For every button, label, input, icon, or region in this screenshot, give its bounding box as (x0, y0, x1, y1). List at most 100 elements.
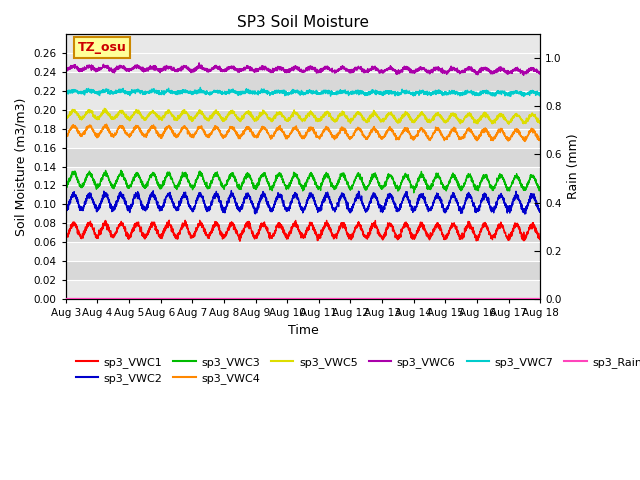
sp3_VWC3 (62, 185, 70, 191)
sp3_VWC7 (196, 84, 204, 90)
sp3_VWC4 (144, 128, 152, 133)
sp3_VWC7 (144, 90, 152, 96)
sp3_VWC2 (228, 188, 236, 193)
Bar (66, 242, 540, 261)
sp3_VWC6 (62, 67, 70, 73)
sp3_VWC2 (264, 204, 272, 210)
sp3_VWC4 (527, 127, 535, 132)
Line: sp3_VWC3: sp3_VWC3 (66, 170, 540, 193)
Line: sp3_VWC6: sp3_VWC6 (66, 63, 540, 75)
Bar (66, 91, 540, 110)
sp3_VWC7 (476, 93, 484, 98)
sp3_VWC3 (476, 180, 484, 185)
Line: sp3_VWC5: sp3_VWC5 (66, 108, 540, 124)
sp3_VWC3 (527, 174, 535, 180)
sp3_VWC5 (264, 115, 272, 120)
sp3_VWC5 (527, 113, 535, 119)
sp3_VWC4 (536, 138, 544, 144)
Bar (66, 185, 540, 204)
Line: sp3_VWC4: sp3_VWC4 (66, 124, 540, 142)
sp3_VWC1 (536, 235, 544, 241)
Bar (66, 110, 540, 129)
sp3_VWC4 (521, 139, 529, 144)
sp3_VWC3 (144, 179, 152, 185)
sp3_VWC7 (536, 93, 544, 99)
Bar (66, 280, 540, 299)
sp3_VWC3 (116, 171, 124, 177)
sp3_Rain (244, 296, 252, 301)
sp3_VWC2 (476, 202, 484, 208)
sp3_VWC5 (476, 116, 484, 121)
Y-axis label: Soil Moisture (m3/m3): Soil Moisture (m3/m3) (15, 97, 28, 236)
sp3_VWC5 (100, 106, 108, 111)
sp3_VWC3 (244, 170, 252, 176)
sp3_VWC2 (244, 190, 252, 196)
sp3_VWC2 (527, 193, 535, 199)
sp3_VWC5 (536, 120, 544, 125)
sp3_VWC5 (505, 121, 513, 127)
sp3_VWC1 (62, 233, 70, 239)
sp3_VWC7 (62, 89, 70, 95)
sp3_VWC3 (536, 185, 544, 191)
sp3_VWC1 (165, 217, 173, 223)
sp3_VWC6 (144, 66, 152, 72)
sp3_Rain (476, 296, 484, 301)
Line: sp3_VWC1: sp3_VWC1 (66, 220, 540, 241)
sp3_VWC3 (117, 168, 125, 173)
sp3_VWC7 (116, 87, 124, 93)
sp3_VWC5 (116, 108, 124, 114)
sp3_VWC1 (527, 222, 535, 228)
Line: sp3_VWC7: sp3_VWC7 (66, 87, 540, 96)
sp3_VWC1 (244, 222, 252, 228)
sp3_VWC1 (144, 232, 152, 238)
sp3_VWC6 (536, 69, 544, 75)
sp3_VWC5 (244, 109, 252, 115)
sp3_VWC1 (265, 229, 273, 235)
sp3_Rain (62, 296, 70, 301)
sp3_VWC7 (520, 94, 527, 99)
sp3_VWC1 (116, 221, 124, 227)
sp3_VWC4 (244, 125, 252, 131)
sp3_VWC6 (476, 68, 484, 73)
Bar (66, 147, 540, 167)
Text: TZ_osu: TZ_osu (77, 41, 126, 54)
Line: sp3_VWC2: sp3_VWC2 (66, 191, 540, 214)
sp3_VWC2 (144, 201, 152, 206)
sp3_VWC7 (264, 89, 272, 95)
sp3_VWC5 (144, 114, 152, 120)
Bar (66, 53, 540, 72)
Title: SP3 Soil Moisture: SP3 Soil Moisture (237, 15, 369, 30)
sp3_VWC6 (527, 67, 535, 72)
Bar (66, 72, 540, 91)
sp3_Rain (264, 296, 272, 301)
Legend: sp3_VWC1, sp3_VWC2, sp3_VWC3, sp3_VWC4, sp3_VWC5, sp3_VWC6, sp3_VWC7, sp3_Rain: sp3_VWC1, sp3_VWC2, sp3_VWC3, sp3_VWC4, … (71, 352, 640, 389)
sp3_VWC3 (410, 190, 418, 196)
sp3_VWC4 (264, 132, 272, 137)
sp3_VWC6 (195, 60, 203, 66)
sp3_VWC2 (521, 211, 529, 217)
sp3_VWC2 (116, 193, 124, 199)
Bar (66, 129, 540, 147)
Bar (66, 261, 540, 280)
sp3_VWC2 (62, 209, 70, 215)
sp3_VWC5 (62, 114, 70, 120)
sp3_VWC6 (520, 72, 527, 78)
X-axis label: Time: Time (287, 324, 318, 336)
sp3_VWC6 (244, 63, 252, 69)
sp3_VWC7 (244, 89, 252, 95)
Bar (66, 204, 540, 223)
sp3_Rain (527, 296, 534, 301)
sp3_VWC4 (102, 121, 110, 127)
Y-axis label: Rain (mm): Rain (mm) (567, 134, 580, 199)
sp3_VWC6 (264, 68, 272, 73)
sp3_VWC4 (116, 123, 124, 129)
Bar (66, 223, 540, 242)
sp3_VWC3 (264, 179, 272, 185)
sp3_VWC7 (527, 90, 535, 96)
sp3_VWC4 (62, 132, 70, 137)
sp3_VWC1 (476, 228, 484, 234)
sp3_VWC2 (536, 209, 544, 215)
sp3_Rain (144, 296, 152, 301)
sp3_VWC6 (116, 63, 124, 69)
sp3_VWC1 (236, 238, 244, 244)
